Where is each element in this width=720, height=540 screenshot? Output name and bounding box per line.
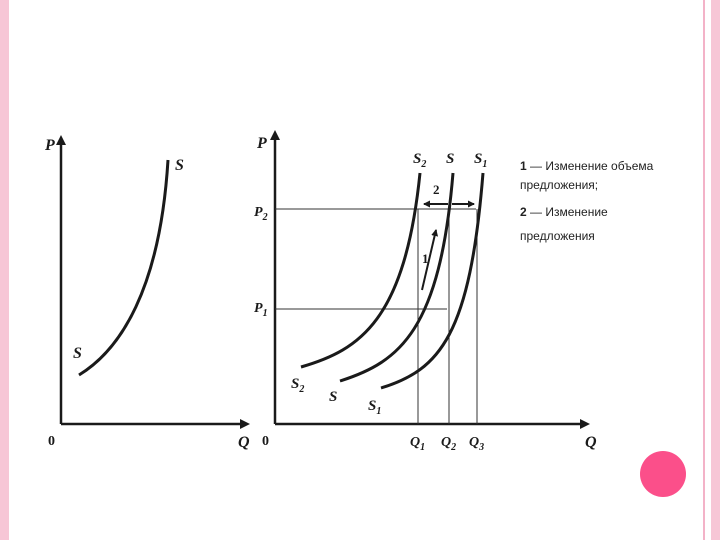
legend: 1 — Изменение объема предложения; 2 — Из… [520, 159, 654, 243]
legend-line-3: 2 — Изменение [520, 205, 608, 219]
left-curve-label-bottom: S [73, 345, 82, 362]
supply-curve-s1 [380, 172, 485, 390]
supply-curve-s2 [300, 172, 422, 369]
curve-label-top-s2: S2 [413, 151, 426, 170]
decorative-pink-dot [640, 451, 686, 497]
legend-line-2: предложения; [520, 178, 598, 192]
right-q-label: Q [585, 434, 597, 451]
right-p-label: P [256, 135, 267, 152]
slide-border-right-line [703, 0, 705, 540]
q1-label: Q1 [410, 435, 425, 453]
legend-line-1: 1 — Изменение объема [520, 159, 654, 173]
left-p-label: P [44, 137, 55, 154]
supply-curve-s [339, 172, 455, 383]
right-origin-label: 0 [262, 434, 269, 449]
p2-label: P2 [254, 205, 268, 223]
p1-label: P1 [254, 301, 268, 319]
arrow-movement-along-curve [421, 229, 439, 291]
left-supply-curve [78, 159, 170, 377]
legend-line-4: предложения [520, 229, 595, 243]
arrow-label-2: 2 [433, 182, 440, 197]
curve-label-bottom-s: S [329, 389, 337, 405]
q3-label: Q3 [469, 435, 484, 453]
curve-label-bottom-s1: S1 [368, 398, 381, 417]
curve-label-top-s1: S1 [474, 151, 487, 170]
slide-border-left [0, 0, 9, 540]
right-graph: P Q 0 P2 P1 Q1 Q2 Q3 S2 S S1 S2 S S1 1 2 [254, 130, 597, 453]
left-q-label: Q [238, 434, 250, 451]
left-curve-label-top: S [175, 157, 184, 174]
left-graph: P Q 0 S S [44, 135, 250, 451]
curve-label-bottom-s2: S2 [291, 376, 304, 395]
q2-label: Q2 [441, 435, 456, 453]
arrow-label-1: 1 [422, 251, 429, 266]
slide-border-right [711, 0, 720, 540]
curve-label-top-s: S [446, 151, 454, 167]
left-origin-label: 0 [48, 434, 55, 449]
